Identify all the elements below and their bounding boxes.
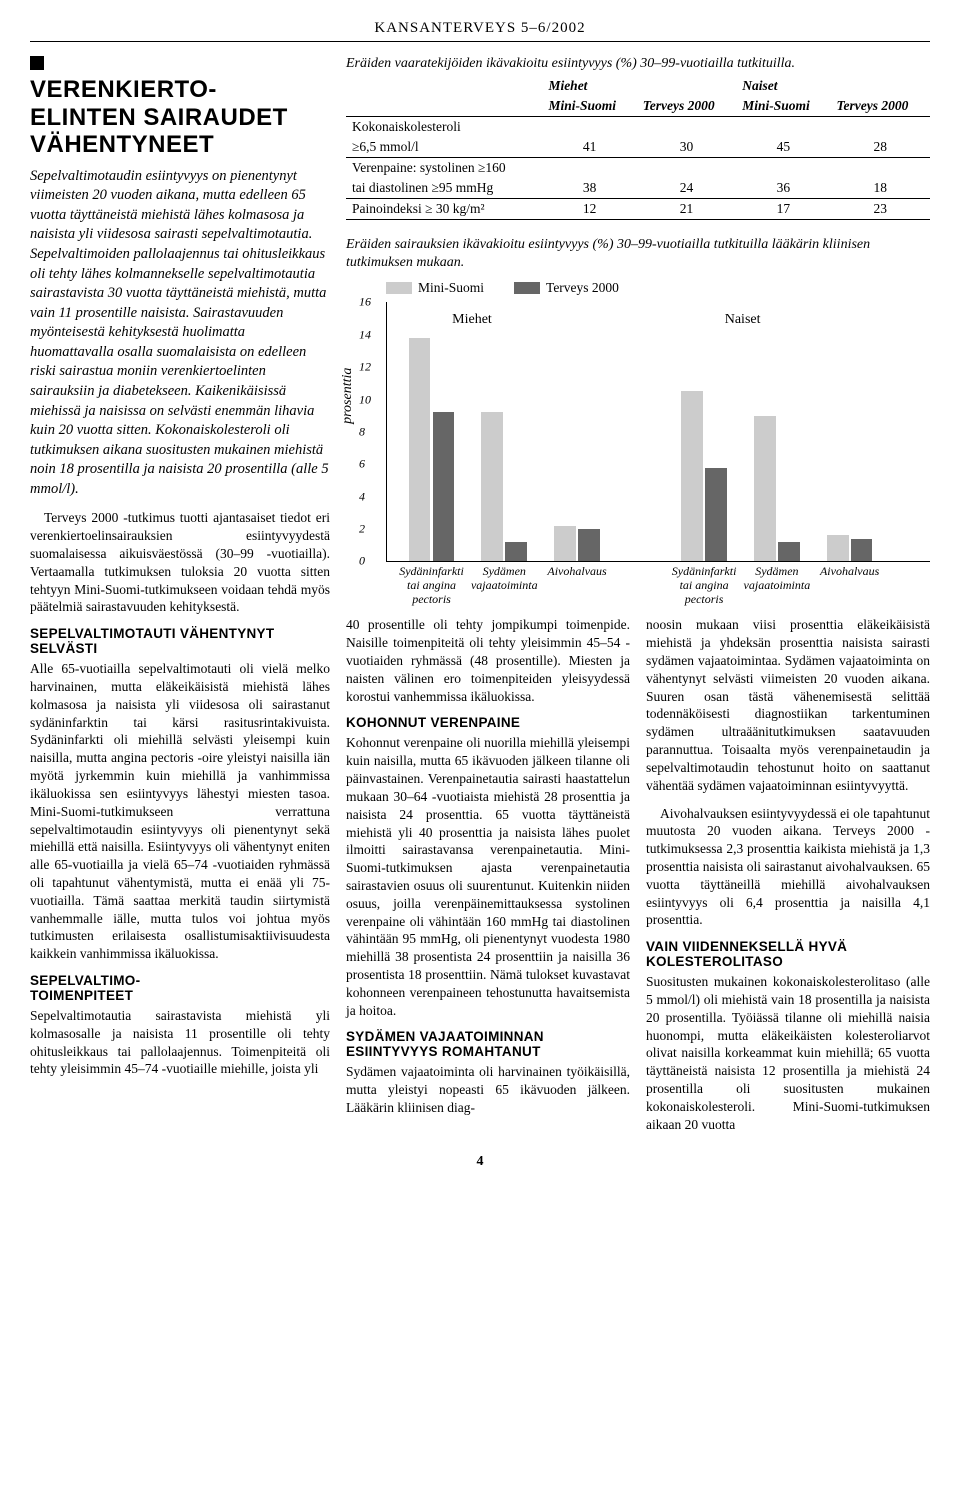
table-caption: Eräiden vaaratekijöiden ikävakioitu esii… (346, 56, 930, 72)
middle-text-column: 40 prosentille oli tehty jompikumpi toim… (346, 616, 630, 1143)
body-paragraph: Kohonnut verenpaine oli nuorilla miehill… (346, 734, 630, 1019)
table-cell: 36 (736, 178, 830, 199)
subhead-sepelvaltimotauti: SEPELVALTIMOTAUTI VÄHENTYNYT SELVÄSTI (30, 626, 330, 656)
chart-xlabel: Aivohalvaus (816, 565, 883, 579)
right-column: Eräiden vaaratekijöiden ikävakioitu esii… (346, 56, 930, 1144)
left-column: VERENKIERTO- ELINTEN SAIRAUDET VÄHENTYNE… (30, 56, 330, 1144)
legend-item-mini-suomi: Mini-Suomi (386, 280, 484, 296)
chart-bar (433, 412, 455, 561)
table-row-label: Kokonaiskolesteroli (346, 117, 542, 138)
chart-ytick: 10 (359, 392, 371, 407)
chart-panel-title: Naiset (725, 312, 761, 328)
table-cell: 24 (637, 178, 736, 199)
chart-ytick: 0 (359, 554, 365, 569)
subhead-toimenpiteet: SEPELVALTIMO- TOIMENPITEET (30, 973, 330, 1003)
chart-xlabel: Sydämen vajaatoiminta (471, 565, 538, 593)
table-col: Terveys 2000 (831, 96, 930, 117)
table-cell: 28 (831, 137, 930, 158)
body-paragraph: noosin mukaan viisi prosenttia eläkeikäi… (646, 616, 930, 794)
table-cell: 45 (736, 137, 830, 158)
table-row-label: ≥6,5 mmol/l (346, 137, 542, 158)
table-col: Terveys 2000 (637, 96, 736, 117)
legend-label: Terveys 2000 (546, 280, 619, 296)
table-col: Mini-Suomi (542, 96, 636, 117)
table-cell: 30 (637, 137, 736, 158)
chart-bar (827, 535, 849, 561)
legend-swatch (386, 282, 412, 294)
subhead-kolesteroli: VAIN VIIDENNEKSELLÄ HYVÄ KOLESTEROLITASO (646, 939, 930, 969)
intro-text: Sepelvaltimotaudin esiintyvyys on pienen… (30, 167, 330, 500)
table-row-label: Verenpaine: systolinen ≥160 (346, 158, 542, 179)
subhead-vajaatoiminta: SYDÄMEN VAJAATOIMINNAN ESIINTYVYYS ROMAH… (346, 1029, 630, 1059)
chart-bar (754, 416, 776, 562)
chart-bar (505, 542, 527, 561)
table-cell: 21 (637, 199, 736, 220)
body-paragraph: 40 prosentille oli tehty jompikumpi toim… (346, 616, 630, 705)
body-paragraph: Suositusten mukainen kokonaiskolesteroli… (646, 973, 930, 1133)
chart-xlabel: Aivohalvaus (543, 565, 610, 579)
table-cell: 12 (542, 199, 636, 220)
page-number: 4 (30, 1154, 930, 1170)
bar-chart: prosenttia 0246810121416MiehetSydäninfar… (346, 302, 930, 602)
main-headline: VERENKIERTO- ELINTEN SAIRAUDET VÄHENTYNE… (30, 76, 330, 159)
chart-bar (481, 412, 503, 561)
table-cell: 41 (542, 137, 636, 158)
chart-xlabel: Sydämen vajaatoiminta (743, 565, 810, 593)
chart-ytick: 8 (359, 424, 365, 439)
legend-label: Mini-Suomi (418, 280, 484, 296)
table-row-label: Painoindeksi ≥ 30 kg/m² (346, 199, 542, 220)
risk-factor-table: Miehet Naiset Mini-Suomi Terveys 2000 Mi… (346, 76, 930, 220)
right-text-column: noosin mukaan viisi prosenttia eläkeikäi… (646, 616, 930, 1143)
body-paragraph: Sydämen vajaatoiminta oli harvinainen ty… (346, 1063, 630, 1116)
body-paragraph: Sepelvaltimotautia sairastavista miehist… (30, 1007, 330, 1078)
table-cell: 17 (736, 199, 830, 220)
chart-ytick: 16 (359, 295, 371, 310)
table-cell: 18 (831, 178, 930, 199)
table-cell: 23 (831, 199, 930, 220)
table-cell: 38 (542, 178, 636, 199)
subhead-verenpaine: KOHONNUT VERENPAINE (346, 715, 630, 730)
chart-bar (554, 526, 576, 562)
table-col: Mini-Suomi (736, 96, 830, 117)
chart-ytick: 2 (359, 522, 365, 537)
chart-xlabel: Sydäninfarkti tai angina pectoris (398, 565, 465, 606)
chart-ytick: 12 (359, 360, 371, 375)
table-group-men: Miehet (542, 76, 736, 96)
table-row-label: tai diastolinen ≥95 mmHg (346, 178, 542, 199)
section-marker (30, 56, 44, 70)
table-group-women: Naiset (736, 76, 930, 96)
legend-item-terveys-2000: Terveys 2000 (514, 280, 619, 296)
chart-title: Eräiden sairauksien ikävakioitu esiintyv… (346, 236, 930, 272)
body-paragraph: Terveys 2000 -tutkimus tuotti ajantasais… (30, 509, 330, 616)
chart-ytick: 4 (359, 489, 365, 504)
chart-xlabel: Sydäninfarkti tai angina pectoris (670, 565, 737, 606)
chart-ytick: 6 (359, 457, 365, 472)
chart-legend: Mini-Suomi Terveys 2000 (386, 280, 930, 296)
chart-bar (705, 468, 727, 562)
chart-ytick: 14 (359, 327, 371, 342)
body-paragraph: Alle 65-vuotiailla sepelvaltimotauti oli… (30, 660, 330, 963)
chart-bar (578, 529, 600, 561)
body-paragraph: Aivohalvauksen esiintyvyydessä ei ole ta… (646, 805, 930, 930)
chart-bar (778, 542, 800, 561)
chart-bar (851, 539, 873, 562)
legend-swatch (514, 282, 540, 294)
chart-bar (681, 391, 703, 561)
chart-panel-title: Miehet (452, 312, 492, 328)
chart-ylabel: prosenttia (340, 368, 356, 424)
page-header: KANSANTERVEYS 5–6/2002 (30, 20, 930, 42)
chart-plot-area: 0246810121416MiehetSydäninfarkti tai ang… (386, 302, 930, 562)
chart-bar (409, 338, 431, 561)
